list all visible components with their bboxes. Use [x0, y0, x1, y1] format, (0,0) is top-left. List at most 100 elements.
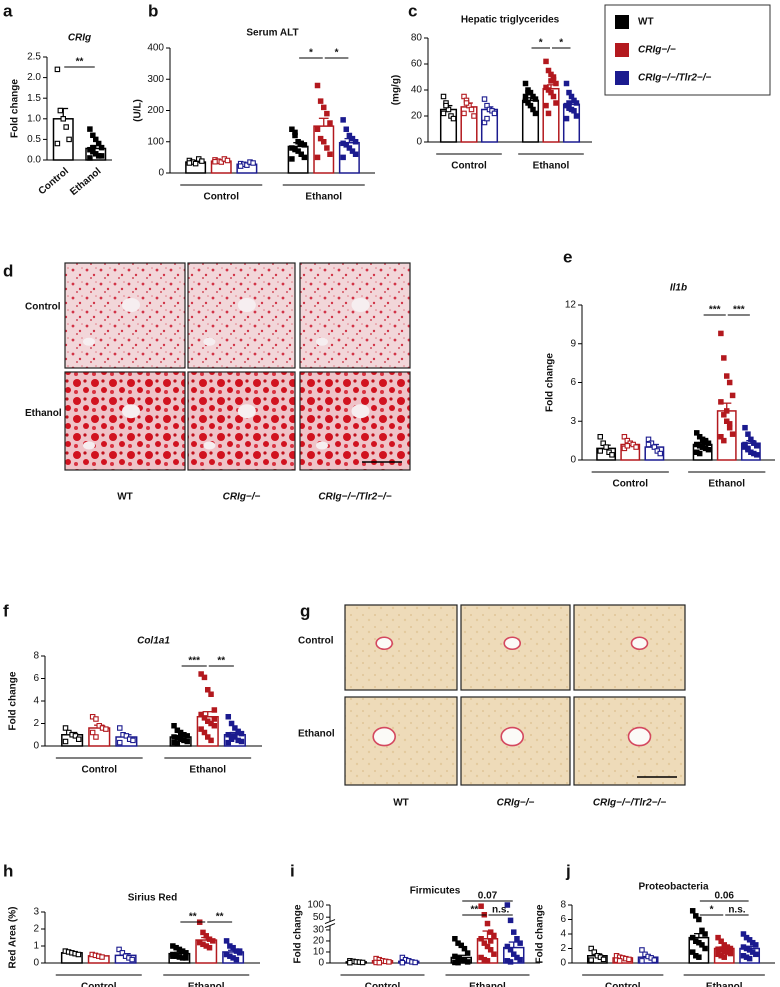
legend-label: CRIg−/−/Tlr2−/−	[638, 73, 712, 84]
data-point	[223, 938, 230, 944]
data-point	[343, 126, 350, 133]
data-point	[208, 737, 214, 744]
data-point	[359, 959, 366, 966]
y-axis-label: Fold change	[293, 904, 304, 963]
data-point	[563, 80, 570, 87]
data-point	[603, 444, 609, 450]
group-label: Control	[605, 982, 641, 987]
data-point	[718, 433, 724, 440]
chart-title: Proteobacteria	[638, 882, 708, 893]
data-point	[289, 126, 295, 133]
data-point	[753, 951, 759, 958]
chart-title: Sirius Red	[128, 893, 177, 904]
data-point	[95, 140, 102, 147]
bar	[313, 125, 335, 174]
group-label: Control	[203, 192, 239, 203]
panel-letter: d	[3, 261, 13, 280]
data-point	[550, 93, 557, 100]
data-point	[721, 412, 727, 418]
panel-letter: b	[148, 1, 158, 20]
data-point	[616, 958, 623, 964]
y-tick-label: 0	[560, 958, 566, 969]
data-point	[753, 942, 759, 948]
data-point	[721, 437, 727, 444]
data-point	[170, 953, 176, 959]
data-point	[639, 947, 645, 953]
data-point	[507, 947, 514, 953]
data-point	[198, 726, 204, 732]
data-point	[723, 373, 730, 379]
data-point	[399, 959, 406, 966]
group-label: Control	[81, 765, 117, 776]
significance-label: **	[470, 905, 478, 916]
data-point	[481, 940, 488, 946]
data-point	[199, 158, 205, 164]
data-point	[62, 738, 69, 745]
data-point	[327, 120, 333, 126]
chart-title: Hepatic triglycerides	[461, 15, 560, 26]
y-tick-label: 80	[411, 33, 423, 44]
data-point	[702, 437, 709, 444]
data-point	[66, 136, 72, 143]
y-axis-label: (mg/g)	[391, 75, 402, 106]
axis-break	[324, 919, 336, 925]
y-tick-label: 30	[313, 925, 325, 936]
data-point	[205, 734, 211, 740]
data-point	[463, 100, 470, 106]
data-point	[510, 951, 517, 957]
data-point	[699, 927, 705, 934]
data-point	[543, 102, 549, 109]
data-point	[63, 124, 69, 130]
data-point	[510, 929, 517, 935]
y-tick-label: 1.0	[27, 113, 41, 124]
micrograph	[187, 262, 296, 369]
y-tick-label: 8	[560, 900, 566, 911]
y-tick-label: 0.0	[27, 155, 41, 166]
panel-letter: g	[300, 601, 310, 620]
data-point	[238, 738, 245, 745]
y-tick-label: 0	[318, 958, 324, 969]
data-point	[72, 733, 79, 739]
data-point	[507, 959, 514, 965]
data-point	[250, 160, 256, 166]
group-label: Control	[365, 982, 401, 987]
y-tick-label: 50	[313, 912, 325, 923]
group-label: Ethanol	[305, 192, 342, 203]
data-point	[471, 113, 477, 119]
data-point	[57, 107, 64, 114]
y-tick-label: 10	[313, 947, 325, 958]
data-point	[694, 430, 700, 436]
vessel	[237, 298, 256, 312]
data-point	[727, 945, 734, 952]
row-label: Ethanol	[298, 729, 335, 740]
y-axis-label: (U/L)	[133, 99, 144, 122]
data-point	[600, 440, 606, 446]
y-tick-label: 200	[147, 105, 164, 116]
data-point	[54, 140, 61, 147]
y-tick-label: 3	[570, 416, 576, 427]
data-point	[352, 151, 359, 158]
data-point	[98, 144, 105, 151]
row-label: Control	[298, 635, 334, 646]
legend-label: CRIg−/−	[638, 45, 676, 56]
data-point	[753, 443, 760, 449]
data-point	[699, 942, 705, 948]
y-tick-label: 2.0	[27, 72, 41, 83]
y-tick-label: 0	[416, 137, 422, 148]
y-tick-label: 60	[411, 59, 423, 70]
data-point	[729, 392, 736, 399]
chart-title: CRIg	[68, 33, 91, 44]
data-point	[571, 108, 577, 114]
data-point	[478, 903, 484, 909]
data-point	[550, 74, 557, 80]
significance-label: 0.06	[715, 891, 735, 902]
data-point	[343, 142, 350, 148]
data-point	[715, 934, 721, 941]
y-tick-label: 6	[570, 377, 576, 388]
y-tick-label: 12	[565, 300, 577, 311]
vessel	[316, 337, 328, 346]
data-point	[99, 954, 105, 960]
y-tick-label: 2	[560, 943, 566, 954]
data-point	[718, 330, 724, 337]
vessel	[83, 337, 95, 346]
